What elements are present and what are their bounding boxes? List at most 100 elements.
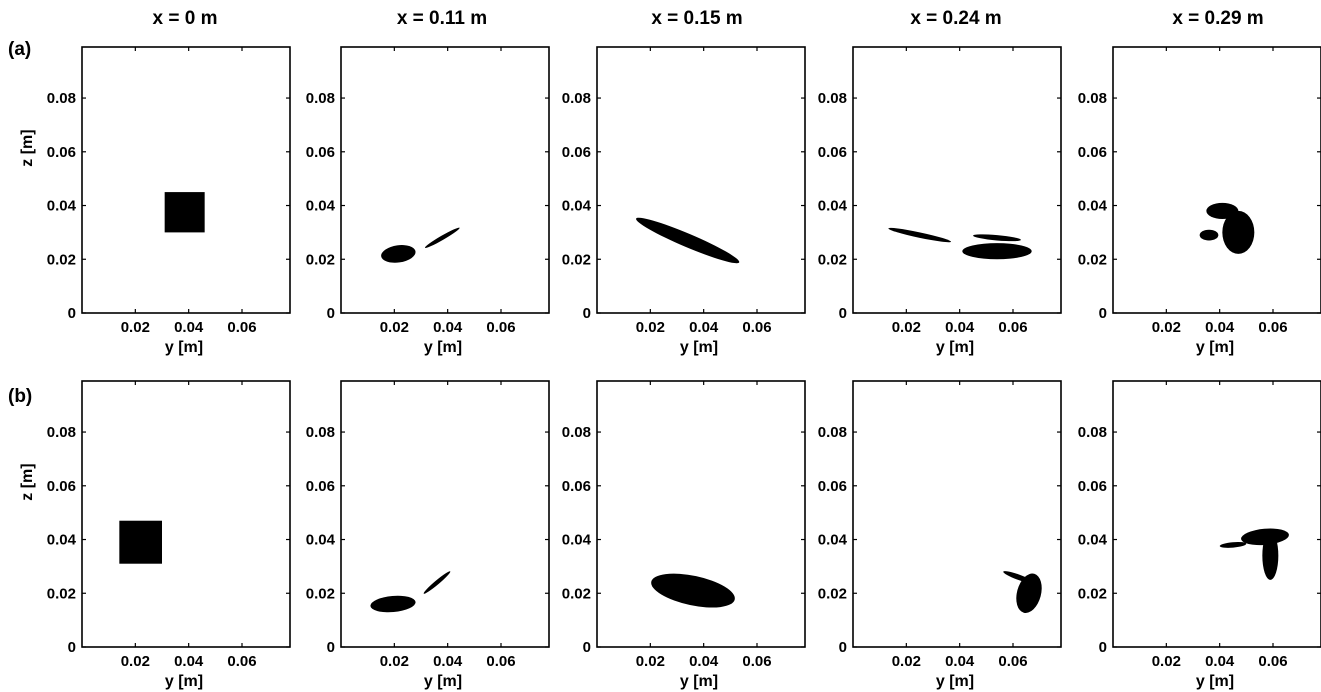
y-tick-label: 0.02 xyxy=(306,585,335,602)
panel-a-2: 0 0.02 0.04 0.06 0.08 0.02 0.04 0.06 y [m] xyxy=(306,46,550,356)
x-tick-label: 0.02 xyxy=(636,653,665,670)
y-tick-label: 0.08 xyxy=(306,424,335,441)
y-tick-label: 0.06 xyxy=(306,478,335,495)
jet-cross-section xyxy=(119,520,162,564)
x-tick-label: 0.06 xyxy=(998,319,1027,336)
plot-frame xyxy=(81,46,291,314)
y-axis-label: z [m] xyxy=(19,129,36,166)
panel-a-5: 0 0.02 0.04 0.06 0.08 0.02 0.04 0.06 y [m] xyxy=(1078,46,1321,356)
particle-cloud-1 xyxy=(1222,210,1255,254)
y-tick-label: 0.02 xyxy=(47,251,76,268)
y-tick-label: 0.08 xyxy=(818,90,847,107)
column-title-5: x = 0.29 m xyxy=(1172,8,1263,29)
x-tick-label: 0.06 xyxy=(998,653,1027,670)
plot-frame xyxy=(1112,46,1321,314)
column-title-3: x = 0.15 m xyxy=(651,8,742,29)
y-tick-label: 0.04 xyxy=(818,532,848,549)
y-tick-label: 0 xyxy=(839,305,847,322)
y-tick-label: 0 xyxy=(583,305,591,322)
plot-frame xyxy=(852,380,1062,648)
y-tick-label: 0 xyxy=(1099,305,1107,322)
panel-b-4: 0 0.02 0.04 0.06 0.08 0.02 0.04 0.06 y [m] xyxy=(818,380,1062,690)
particle-cloud-1 xyxy=(636,217,740,264)
x-tick-label: 0.02 xyxy=(636,319,665,336)
plot-frame xyxy=(340,46,550,314)
x-tick-label: 0.04 xyxy=(1205,653,1235,670)
particle-cloud-1 xyxy=(370,595,416,613)
y-tick-label: 0.08 xyxy=(47,90,76,107)
x-tick-label: 0.04 xyxy=(174,319,204,336)
particle-cloud-2 xyxy=(423,571,451,594)
x-axis-label: y [m] xyxy=(165,673,203,690)
x-tick-label: 0.02 xyxy=(121,319,150,336)
y-tick-label: 0.02 xyxy=(562,251,591,268)
x-tick-label: 0.04 xyxy=(174,653,204,670)
y-tick-label: 0.06 xyxy=(1078,478,1107,495)
particle-cloud-2 xyxy=(424,227,460,248)
x-axis-label: y [m] xyxy=(165,339,203,356)
panel-b-1: 0 0.02 0.04 0.06 0.08 0.02 0.04 0.06 y [m] z [m] xyxy=(19,380,291,690)
row-label-b: (b) xyxy=(8,386,32,407)
particle-cloud-3 xyxy=(1219,541,1247,548)
y-tick-label: 0.02 xyxy=(306,251,335,268)
particle-cloud-3 xyxy=(1199,229,1219,241)
plot-frame xyxy=(81,380,291,648)
y-tick-label: 0.08 xyxy=(562,424,591,441)
y-tick-label: 0.08 xyxy=(562,90,591,107)
x-tick-label: 0.02 xyxy=(1152,319,1181,336)
panel-b-3: 0 0.02 0.04 0.06 0.08 0.02 0.04 0.06 y [m] xyxy=(562,380,806,690)
particle-cloud-2 xyxy=(1241,528,1289,546)
x-tick-label: 0.06 xyxy=(742,319,771,336)
y-tick-label: 0.04 xyxy=(1078,532,1108,549)
particle-cloud-1 xyxy=(1016,573,1042,613)
y-axis-label: z [m] xyxy=(19,463,36,500)
y-tick-label: 0.02 xyxy=(1078,251,1107,268)
y-tick-label: 0.02 xyxy=(562,585,591,602)
y-tick-label: 0 xyxy=(583,639,591,656)
y-tick-label: 0.08 xyxy=(818,424,847,441)
x-tick-label: 0.06 xyxy=(742,653,771,670)
y-tick-label: 0 xyxy=(327,305,335,322)
y-tick-label: 0.06 xyxy=(306,144,335,161)
y-tick-label: 0.02 xyxy=(818,251,847,268)
particle-cloud-1 xyxy=(651,573,735,608)
particle-cloud-3 xyxy=(888,227,951,243)
y-tick-label: 0.04 xyxy=(1078,198,1108,215)
y-tick-label: 0.06 xyxy=(818,144,847,161)
x-tick-label: 0.04 xyxy=(433,319,463,336)
x-axis-label: y [m] xyxy=(1196,673,1234,690)
y-tick-label: 0 xyxy=(68,305,76,322)
y-tick-label: 0.02 xyxy=(1078,585,1107,602)
x-tick-label: 0.04 xyxy=(945,319,975,336)
y-tick-label: 0 xyxy=(839,639,847,656)
x-tick-label: 0.06 xyxy=(227,653,256,670)
particle-cloud-2 xyxy=(1206,202,1239,219)
column-title-4: x = 0.24 m xyxy=(910,8,1001,29)
x-tick-label: 0.02 xyxy=(121,653,150,670)
y-tick-label: 0 xyxy=(68,639,76,656)
particle-cloud-2 xyxy=(973,234,1021,242)
y-tick-label: 0.08 xyxy=(306,90,335,107)
x-axis-label: y [m] xyxy=(1196,339,1234,356)
y-tick-label: 0.04 xyxy=(306,198,336,215)
x-tick-label: 0.06 xyxy=(227,319,256,336)
particle-cloud-1 xyxy=(962,243,1032,260)
x-axis-label: y [m] xyxy=(680,673,718,690)
panel-b-2: 0 0.02 0.04 0.06 0.08 0.02 0.04 0.06 y [m] xyxy=(306,380,550,690)
plot-frame xyxy=(596,46,806,314)
plot-frame xyxy=(1112,380,1321,648)
x-tick-label: 0.06 xyxy=(486,653,515,670)
x-axis-label: y [m] xyxy=(680,339,718,356)
panel-a-4: 0 0.02 0.04 0.06 0.08 0.02 0.04 0.06 y [m] xyxy=(818,46,1062,356)
y-tick-label: 0.06 xyxy=(562,478,591,495)
y-tick-label: 0.04 xyxy=(47,532,77,549)
x-tick-label: 0.04 xyxy=(1205,319,1235,336)
x-axis-label: y [m] xyxy=(936,673,974,690)
x-tick-label: 0.02 xyxy=(1152,653,1181,670)
particle-cloud-2 xyxy=(1003,571,1034,584)
y-tick-label: 0 xyxy=(1099,639,1107,656)
panel-b-5: 0 0.02 0.04 0.06 0.08 0.02 0.04 0.06 y [m] xyxy=(1078,380,1321,690)
column-title-2: x = 0.11 m xyxy=(397,8,487,29)
y-tick-label: 0.08 xyxy=(1078,424,1107,441)
x-tick-label: 0.02 xyxy=(892,653,921,670)
